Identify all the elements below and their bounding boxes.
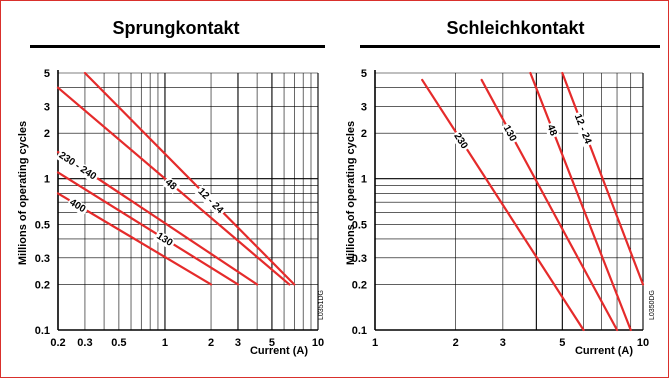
x-tick-label-0-5: 3 — [235, 337, 241, 349]
y-tick-label-1-5: 2 — [361, 128, 367, 140]
y-axis-label-1: Millions of operating cycles — [345, 121, 357, 265]
curve-label-1-2: 48 — [544, 123, 558, 138]
curve-label-bg-0-4 — [66, 196, 90, 217]
y-tick-label-1-6: 3 — [361, 102, 367, 114]
y-tick-label-0-1: 0.2 — [35, 279, 50, 291]
x-tick-label-0-2: 0.5 — [111, 337, 126, 349]
x-tick-label-1-3: 5 — [559, 337, 565, 349]
curve-label-bg-0-3 — [153, 229, 177, 250]
x-tick-label-1-0: 1 — [372, 337, 378, 349]
x-tick-label-1-1: 2 — [453, 337, 459, 349]
y-tick-label-1-7: 5 — [361, 68, 367, 80]
x-tick-label-0-7: 10 — [312, 337, 324, 349]
y-tick-label-0-3: 0.5 — [35, 219, 50, 231]
curve-label-bg-1-1 — [499, 122, 520, 146]
curve-label-bg-0-2 — [55, 149, 100, 184]
x-tick-label-1-2: 3 — [500, 337, 506, 349]
y-tick-label-1-2: 0.3 — [352, 253, 367, 265]
x-tick-label-0-4: 2 — [208, 337, 214, 349]
chart-title-sprungkontakt: Sprungkontakt — [112, 18, 240, 38]
curve-label-bg-1-2 — [543, 121, 560, 140]
x-axis-label-1: Current (A) — [575, 345, 633, 357]
y-axis-label-0: Millions of operating cycles — [17, 121, 29, 265]
figure-code-1: L0350DG — [649, 290, 656, 320]
curve-label-1-3: 12 - 24 — [572, 112, 594, 145]
curve-1-3 — [561, 71, 645, 286]
x-tick-label-0-0: 0.2 — [50, 337, 65, 349]
x-tick-label-0-6: 5 — [269, 337, 275, 349]
x-axis-label-0: Current (A) — [250, 345, 308, 357]
y-tick-label-1-1: 0.2 — [352, 279, 367, 291]
curve-0-3 — [56, 171, 240, 286]
curve-label-0-0: 12 - 24 — [195, 186, 225, 216]
y-tick-label-0-2: 0.3 — [35, 253, 50, 265]
curve-1-0 — [421, 78, 585, 332]
x-tick-label-1-4: 10 — [637, 337, 649, 349]
curve-1-1 — [480, 78, 619, 332]
curve-label-bg-0-0 — [194, 185, 227, 218]
curve-label-bg-1-3 — [571, 111, 594, 148]
title-rule-right — [360, 45, 660, 48]
chart-title-schleichkontakt: Schleichkontakt — [446, 18, 585, 38]
y-tick-label-1-3: 0.5 — [352, 219, 367, 231]
y-tick-label-0-5: 2 — [44, 128, 50, 140]
curve-0-0 — [83, 71, 296, 286]
y-tick-label-0-4: 1 — [44, 174, 50, 186]
y-tick-label-0-6: 3 — [44, 102, 50, 114]
x-tick-label-0-1: 0.3 — [77, 337, 92, 349]
curve-label-bg-1-0 — [450, 129, 471, 153]
title-rule-left — [30, 45, 325, 48]
y-tick-label-0-0: 0.1 — [35, 325, 50, 337]
y-tick-label-0-7: 5 — [44, 68, 50, 80]
curve-label-0-2: 230 - 240 — [57, 150, 99, 183]
y-tick-label-1-0: 0.1 — [352, 325, 367, 337]
curve-label-bg-0-1 — [161, 176, 180, 194]
x-tick-label-0-3: 1 — [162, 337, 168, 349]
y-tick-label-1-4: 1 — [361, 174, 367, 186]
curve-1-2 — [529, 71, 632, 332]
figure-code-0: L0351DG — [318, 290, 325, 320]
